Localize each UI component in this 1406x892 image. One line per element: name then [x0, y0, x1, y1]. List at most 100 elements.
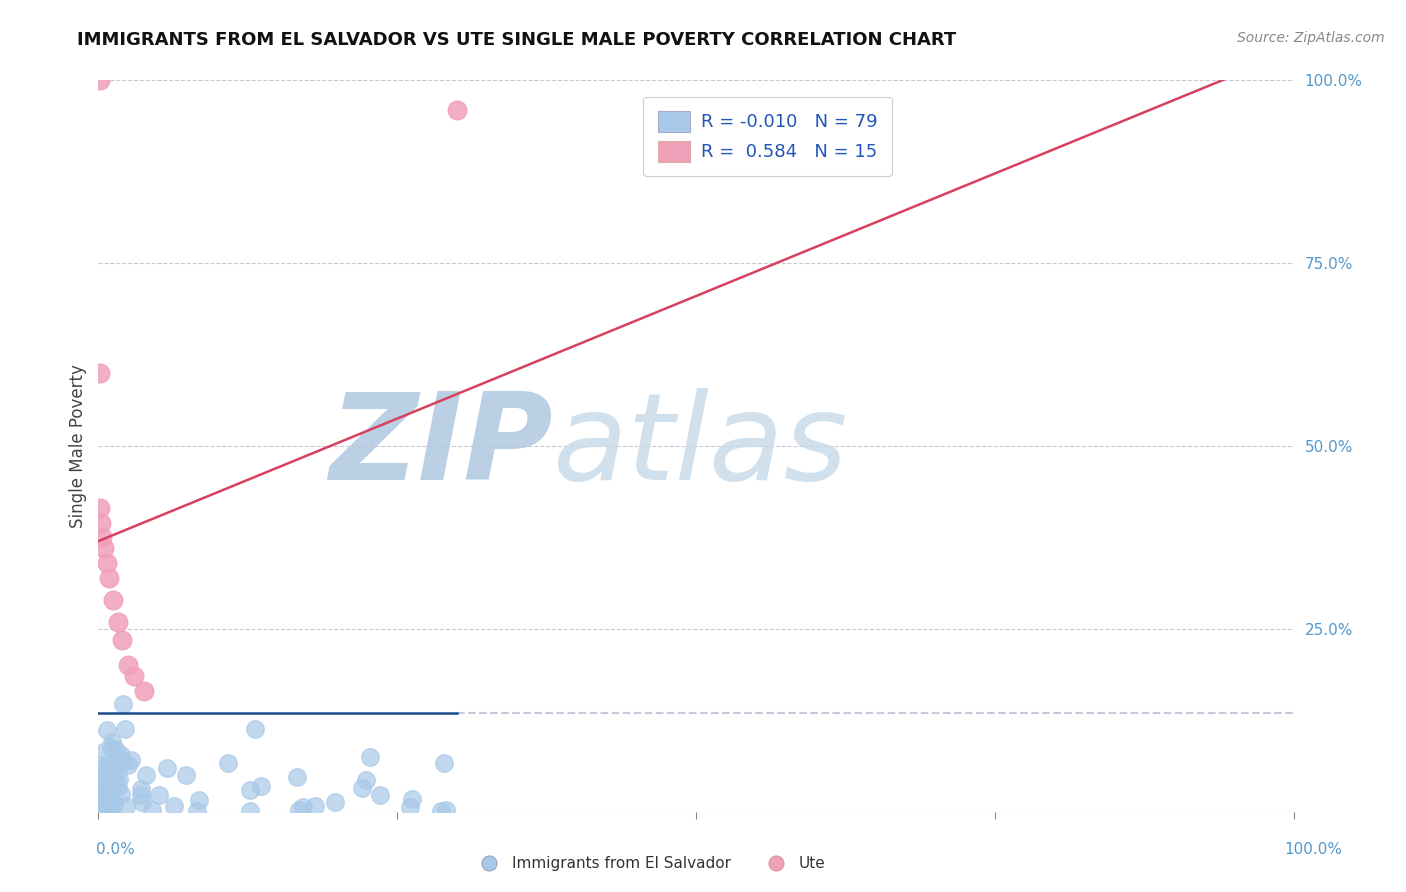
Point	[765, 856, 787, 871]
Point	[89, 366, 111, 380]
Point	[132, 684, 155, 698]
Point	[91, 792, 114, 806]
Point	[96, 777, 118, 791]
Point	[304, 799, 326, 814]
Point	[105, 743, 128, 757]
Point	[217, 756, 239, 771]
Point	[89, 501, 111, 516]
Point	[104, 773, 127, 788]
Point	[100, 740, 122, 755]
Point	[398, 800, 420, 814]
Point	[97, 799, 120, 814]
Point	[89, 804, 111, 818]
Point	[250, 779, 273, 793]
Point	[156, 761, 179, 775]
Text: atlas: atlas	[553, 387, 848, 505]
Point	[111, 697, 134, 711]
Point	[101, 756, 124, 770]
Point	[97, 798, 120, 813]
Point	[446, 103, 468, 117]
Point	[359, 750, 381, 764]
Point	[94, 801, 117, 815]
Point	[91, 758, 114, 772]
Point	[112, 755, 135, 769]
Point	[89, 800, 111, 814]
Point	[135, 768, 157, 782]
Point	[239, 804, 262, 818]
Point	[90, 516, 112, 530]
Point	[100, 766, 122, 780]
Point	[429, 804, 451, 818]
Point	[131, 789, 153, 803]
Point	[401, 791, 423, 805]
Point	[96, 556, 118, 570]
Point	[239, 783, 262, 797]
Point	[174, 767, 197, 781]
Point	[91, 530, 114, 544]
Text: Immigrants from El Salvador: Immigrants from El Salvador	[512, 855, 731, 871]
Point	[131, 795, 153, 809]
Point	[110, 747, 132, 762]
Point	[110, 788, 132, 802]
Point	[114, 722, 136, 736]
Point	[186, 804, 208, 818]
Point	[98, 804, 121, 818]
Point	[100, 734, 122, 748]
Point	[90, 778, 112, 792]
Point	[101, 592, 124, 607]
Text: 0.0%: 0.0%	[96, 842, 135, 856]
Text: Ute: Ute	[799, 855, 825, 871]
Point	[96, 797, 118, 812]
Point	[292, 800, 315, 814]
Point	[163, 799, 186, 814]
Text: IMMIGRANTS FROM EL SALVADOR VS UTE SINGLE MALE POVERTY CORRELATION CHART: IMMIGRANTS FROM EL SALVADOR VS UTE SINGL…	[77, 31, 956, 49]
Point	[107, 772, 129, 786]
Point	[89, 787, 111, 801]
Point	[107, 615, 129, 629]
Point	[141, 803, 163, 817]
Point	[148, 788, 170, 802]
Point	[98, 760, 121, 774]
Point	[100, 783, 122, 797]
Legend: R = -0.010   N = 79, R =  0.584   N = 15: R = -0.010 N = 79, R = 0.584 N = 15	[644, 96, 891, 177]
Point	[93, 761, 115, 775]
Point	[98, 758, 121, 772]
Point	[93, 744, 115, 758]
Point	[433, 756, 456, 771]
Point	[98, 571, 121, 585]
Point	[117, 757, 139, 772]
Point	[288, 803, 311, 817]
Text: ZIP: ZIP	[329, 387, 553, 505]
Point	[91, 786, 114, 800]
Point	[243, 722, 266, 736]
Point	[98, 800, 121, 814]
Point	[96, 799, 118, 814]
Point	[93, 541, 115, 556]
Point	[114, 799, 136, 814]
Point	[107, 780, 129, 794]
Text: Source: ZipAtlas.com: Source: ZipAtlas.com	[1237, 31, 1385, 45]
Point	[120, 753, 142, 767]
Point	[354, 772, 377, 787]
Point	[97, 789, 120, 803]
Point	[96, 803, 118, 817]
Point	[188, 793, 211, 807]
Point	[117, 658, 139, 673]
Point	[323, 795, 346, 809]
Point	[124, 669, 146, 683]
Point	[285, 770, 308, 784]
Point	[352, 781, 374, 796]
Point	[436, 803, 458, 817]
Text: 100.0%: 100.0%	[1285, 842, 1343, 856]
Point	[91, 789, 114, 803]
Point	[97, 795, 120, 809]
Point	[101, 758, 124, 772]
Point	[111, 632, 134, 647]
Point	[98, 781, 121, 796]
Point	[93, 773, 115, 788]
Point	[97, 804, 120, 818]
Point	[89, 794, 111, 808]
Point	[103, 797, 125, 811]
Point	[107, 763, 129, 777]
Point	[100, 787, 122, 801]
